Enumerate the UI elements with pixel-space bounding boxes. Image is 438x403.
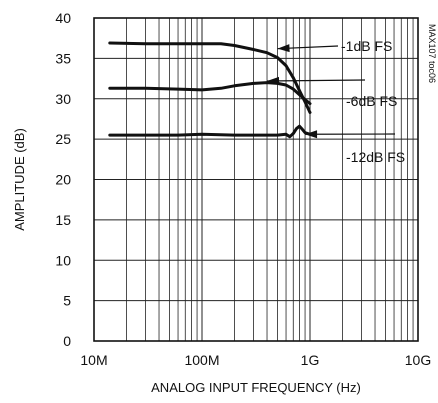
annotation-arrow-4-head	[305, 130, 318, 139]
series-annotations: -1dB FS -6dB FS -12dB FS	[267, 38, 405, 165]
x-tick-label: 1G	[301, 352, 320, 368]
series-line-1	[108, 41, 312, 114]
annotation-arrow-1-head	[277, 44, 290, 53]
y-tick-labels: 0 5 10 15 20 25 30 35 40	[55, 10, 71, 349]
grid	[94, 18, 418, 341]
annotation-arrow-2-head	[267, 76, 280, 85]
series-line-3	[108, 124, 312, 139]
annotation-label-1: -1dB FS	[341, 38, 392, 54]
y-tick-label: 5	[63, 293, 71, 309]
x-tick-label: 10G	[405, 352, 431, 368]
x-axis-label: ANALOG INPUT FREQUENCY (Hz)	[151, 380, 361, 395]
y-tick-label: 20	[55, 172, 71, 188]
y-tick-label: 15	[55, 212, 71, 228]
plot-frame	[93, 17, 419, 342]
x-tick-label: 100M	[184, 352, 219, 368]
annotation-label-4: -12dB FS	[346, 149, 405, 165]
y-tick-label: 30	[55, 91, 71, 107]
annotation-label-3: -6dB FS	[346, 93, 397, 109]
x-tick-labels: 10M 100M 1G 10G	[80, 352, 431, 368]
y-tick-label: 25	[55, 131, 71, 147]
series-lines	[108, 41, 312, 139]
annotation-arrow-2	[267, 79, 366, 82]
y-tick-label: 10	[55, 252, 71, 268]
y-tick-label: 40	[55, 10, 71, 26]
x-tick-label: 10M	[80, 352, 107, 368]
y-tick-label: 35	[55, 50, 71, 66]
figure-id: MAX107 toc06	[427, 24, 437, 83]
series-line-2	[108, 81, 312, 106]
y-tick-label: 0	[63, 333, 71, 349]
y-axis-label: AMPLITUDE (dB)	[12, 128, 27, 231]
